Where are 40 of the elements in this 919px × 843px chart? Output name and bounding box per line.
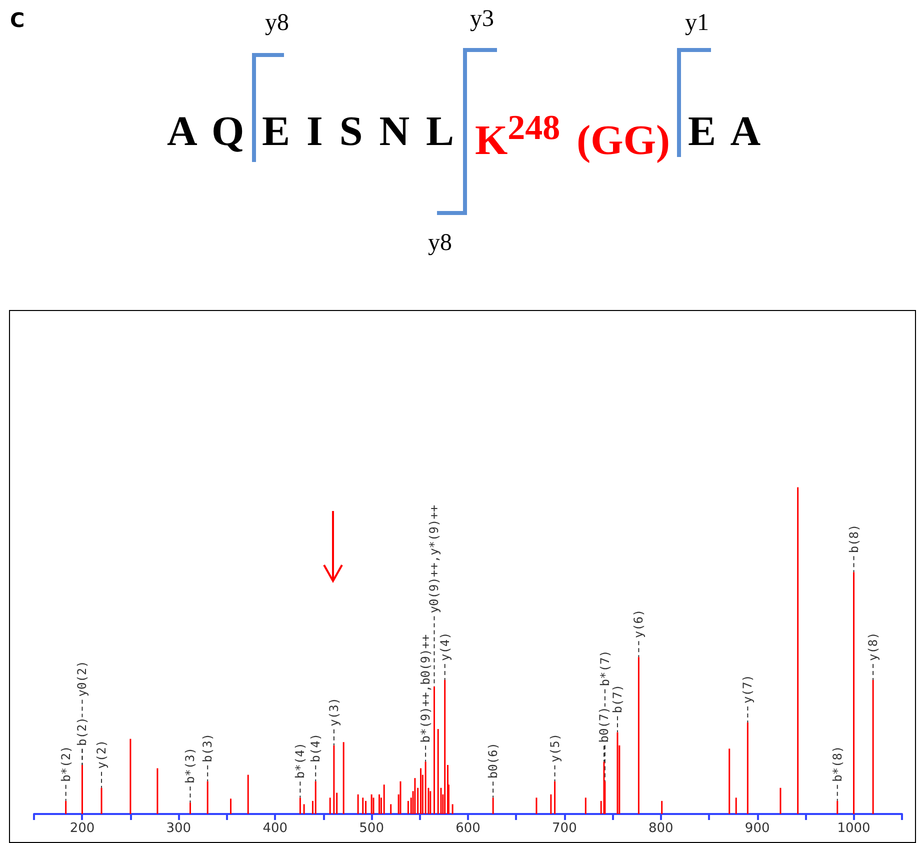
x-tick-label: 500 bbox=[359, 821, 384, 836]
text: y8 bbox=[265, 10, 289, 37]
annotation: y(3) bbox=[326, 697, 341, 726]
annotation: y0(2) bbox=[75, 660, 90, 697]
annotation: y(7) bbox=[740, 674, 755, 704]
annotation: y(2) bbox=[94, 740, 109, 769]
x-tick-label: 800 bbox=[648, 821, 674, 836]
text: y1 bbox=[685, 10, 709, 37]
text: y3 bbox=[470, 6, 494, 33]
text: A Q bbox=[167, 108, 244, 156]
x-tick-label: 900 bbox=[744, 821, 770, 836]
annotation: b*(2) bbox=[58, 746, 73, 782]
x-tick-label: 1000 bbox=[837, 821, 870, 836]
annotation: y0(9)++,y*(9)++ bbox=[427, 504, 442, 614]
annotation: b(7) bbox=[610, 684, 624, 714]
annotation: b*(8) bbox=[830, 746, 844, 782]
text: E I S N L bbox=[262, 108, 454, 156]
text: y8 bbox=[428, 230, 452, 257]
annotation: y(5) bbox=[548, 733, 562, 762]
text: E A bbox=[688, 108, 761, 156]
annotation: y(8) bbox=[866, 632, 880, 662]
x-tick-label: 300 bbox=[166, 821, 192, 836]
annotation: b(2) bbox=[75, 717, 90, 746]
annotation: b*(3) bbox=[183, 747, 198, 784]
text: K$^{248}$ (GG) bbox=[475, 108, 670, 165]
annotation: b(8) bbox=[846, 524, 861, 554]
x-tick-label: 400 bbox=[262, 821, 288, 836]
annotation: b(3) bbox=[200, 733, 215, 762]
text: C bbox=[10, 8, 25, 32]
annotation: b*(4) bbox=[293, 742, 308, 779]
annotation: b0(6) bbox=[486, 742, 500, 779]
annotation: y(4) bbox=[438, 632, 452, 662]
x-tick-label: 600 bbox=[456, 821, 480, 836]
annotation: b(4) bbox=[308, 733, 323, 762]
annotation: b*(9)++,b0(9)++ bbox=[418, 634, 433, 743]
x-tick-label: 200 bbox=[70, 821, 95, 836]
x-tick-label: 700 bbox=[552, 821, 577, 836]
annotation: b0(7) bbox=[596, 706, 611, 743]
annotation: y(6) bbox=[632, 609, 646, 638]
annotation: b*(7) bbox=[598, 650, 612, 686]
